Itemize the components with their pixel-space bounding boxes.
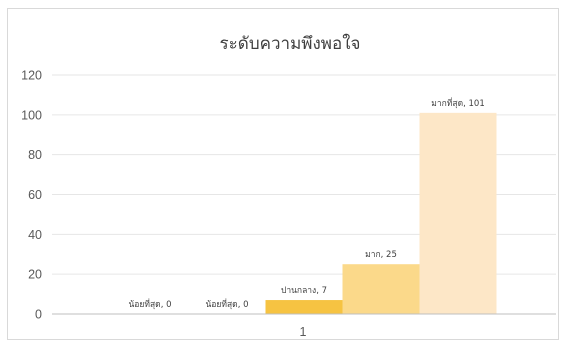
chart-title: ระดับความพึงพอใจ xyxy=(220,33,361,54)
data-label-2: ปานกลาง, 7 xyxy=(281,286,327,296)
data-label-0: น้อยที่สุด, 0 xyxy=(128,298,171,310)
bars xyxy=(265,112,497,314)
y-tick-label: 0 xyxy=(35,308,42,322)
bar-3 xyxy=(342,264,420,314)
y-tick-label: 20 xyxy=(28,268,42,282)
data-label-4: มากที่สุด, 101 xyxy=(431,97,484,109)
y-tick-label: 120 xyxy=(21,69,42,83)
bar-2 xyxy=(265,300,343,314)
x-tick-label: 1 xyxy=(300,325,307,339)
y-tick-label: 100 xyxy=(21,108,42,122)
y-tick-label: 60 xyxy=(28,188,42,202)
y-tick-label: 40 xyxy=(28,228,42,242)
y-tick-label: 80 xyxy=(28,148,42,162)
data-label-3: มาก, 25 xyxy=(365,250,397,260)
data-labels: น้อยที่สุด, 0 น้อยที่สุด, 0 ปานกลาง, 7 มาก,… xyxy=(128,97,484,310)
bar-4 xyxy=(419,112,497,314)
y-axis-ticks: 0 20 40 60 80 100 120 xyxy=(21,69,42,322)
data-label-1: น้อยที่สุด, 0 xyxy=(205,298,248,310)
